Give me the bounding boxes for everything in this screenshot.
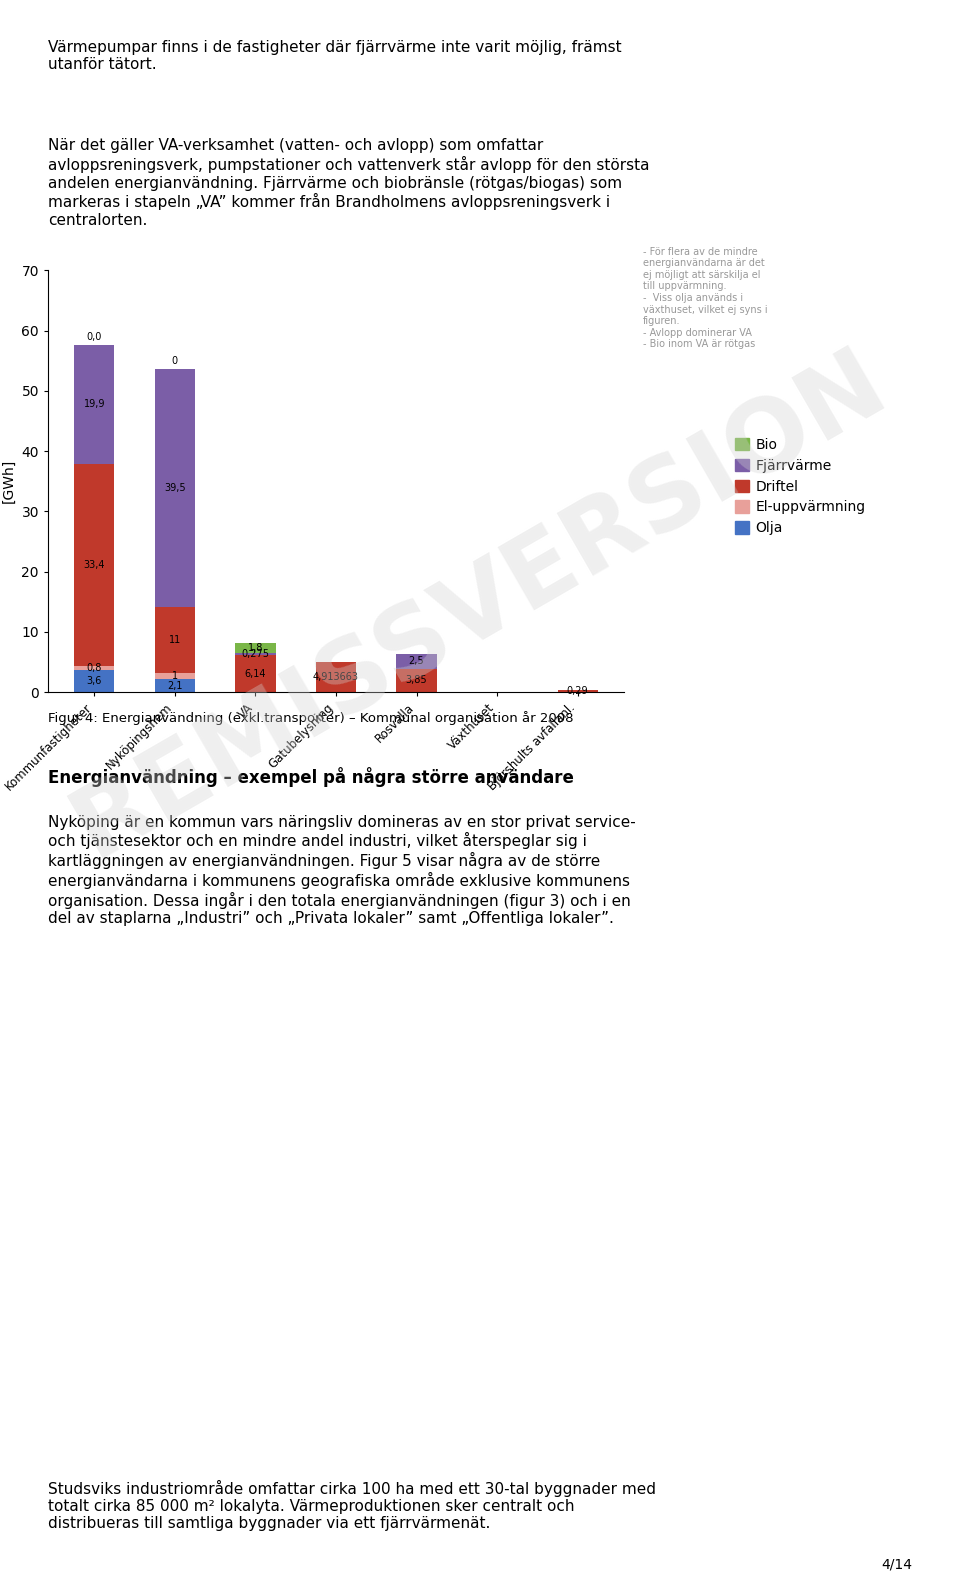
Text: 4/14: 4/14 [881, 1558, 912, 1572]
Text: 39,5: 39,5 [164, 484, 185, 493]
Text: 0,0: 0,0 [86, 331, 102, 342]
Bar [396, 654, 437, 668]
Text: 33,4: 33,4 [84, 560, 105, 570]
Bar [155, 608, 195, 673]
Bar [74, 670, 114, 692]
Bar [74, 465, 114, 665]
Bar [74, 345, 114, 465]
Bar [74, 665, 114, 670]
Text: 3,6: 3,6 [86, 676, 102, 686]
Legend: Bio, Fjärrvärme, Driftel, El-uppvärmning, Olja: Bio, Fjärrvärme, Driftel, El-uppvärmning… [734, 438, 866, 536]
Bar [155, 673, 195, 679]
Text: 2,5: 2,5 [409, 657, 424, 667]
Bar [396, 668, 437, 692]
Bar [316, 662, 356, 692]
Text: 0,275: 0,275 [242, 649, 270, 659]
Bar [235, 654, 276, 655]
Text: 2,1: 2,1 [167, 681, 182, 690]
Text: 3,85: 3,85 [406, 676, 427, 686]
Bar [155, 679, 195, 692]
Bar [235, 643, 276, 654]
Text: 11: 11 [169, 635, 181, 646]
Bar [558, 690, 598, 692]
Text: 0: 0 [172, 356, 178, 366]
Text: 6,14: 6,14 [245, 668, 266, 679]
Text: 1: 1 [172, 671, 178, 681]
Text: Energianvändning – exempel på några större användare: Energianvändning – exempel på några stör… [48, 767, 574, 788]
Text: 1,8: 1,8 [248, 643, 263, 652]
Text: 0,29: 0,29 [566, 686, 588, 697]
Text: När det gäller VA-verksamhet (vatten- och avlopp) som omfattar
avloppsreningsver: När det gäller VA-verksamhet (vatten- oc… [48, 138, 650, 228]
Y-axis label: [GWh]: [GWh] [2, 460, 15, 503]
Text: - För flera av de mindre
energianvändarna är det
ej möjligt att särskilja el
til: - För flera av de mindre energianvändarn… [643, 247, 768, 350]
Text: 19,9: 19,9 [84, 399, 105, 409]
Text: Värmepumpar finns i de fastigheter där fjärrvärme inte varit möjlig, främst
utan: Värmepumpar finns i de fastigheter där f… [48, 40, 622, 72]
Text: 0,8: 0,8 [86, 663, 102, 673]
Text: Nyköping är en kommun vars näringsliv domineras av en stor privat service-
och t: Nyköping är en kommun vars näringsliv do… [48, 815, 636, 926]
Text: Studsviks industriområde omfattar cirka 100 ha med ett 30-tal byggnader med
tota: Studsviks industriområde omfattar cirka … [48, 1480, 656, 1532]
Text: REMISSVERSION: REMISSVERSION [57, 333, 903, 877]
Text: Figur 4: Energianvändning (exkl.transporter) – Kommunal organisation år 2008: Figur 4: Energianvändning (exkl.transpor… [48, 711, 573, 725]
Bar [155, 369, 195, 608]
Bar [235, 655, 276, 692]
Text: 4,913663: 4,913663 [313, 673, 359, 683]
